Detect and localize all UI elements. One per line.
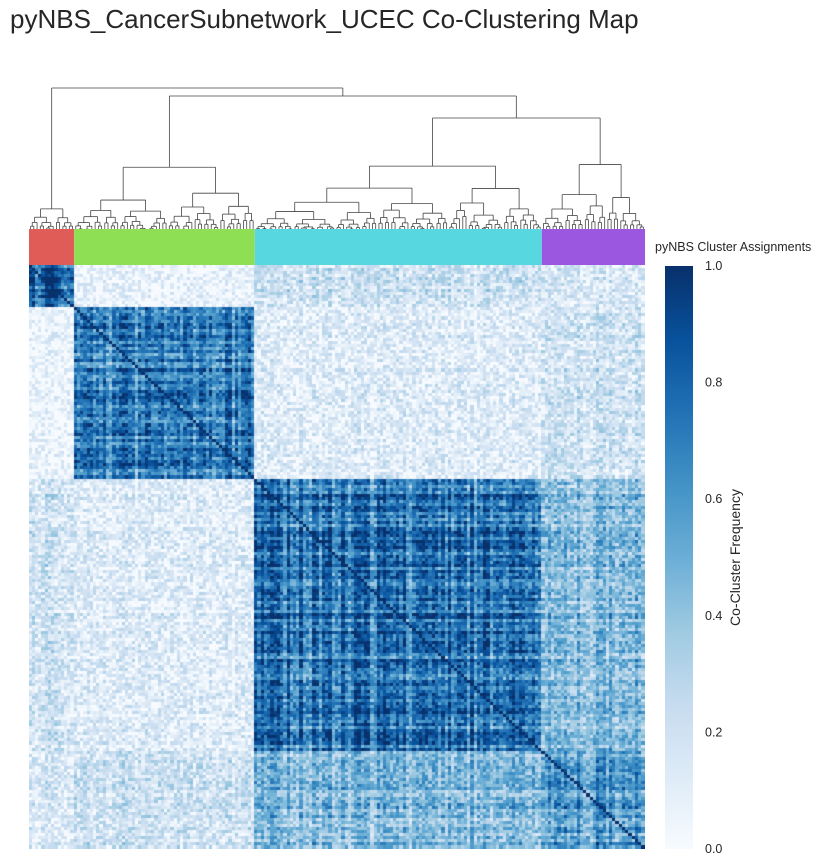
colorbar-tick-label: 0.4 — [705, 609, 722, 623]
cluster-bar-segment-3 — [254, 229, 542, 265]
cluster-bar-segment-2 — [74, 229, 255, 265]
heatmap-cells — [29, 265, 645, 849]
colorbar-label: Co-Cluster Frequency — [727, 489, 743, 626]
cluster-bar-segment-4 — [541, 229, 645, 265]
colorbar-tick-label: 0.6 — [705, 492, 722, 506]
colorbar-tick-label: 0.8 — [705, 376, 722, 390]
colorbar-tick-label: 0.0 — [705, 842, 722, 856]
chart-title: pyNBS_CancerSubnetwork_UCEC Co-Clusterin… — [10, 4, 639, 34]
co-clustering-heatmap — [29, 265, 645, 849]
cluster-assignment-bar — [29, 229, 645, 265]
colorbar-ticks: 0.0 0.2 0.4 0.6 0.8 1.0 — [705, 259, 722, 856]
colorbar-tick-label: 1.0 — [705, 259, 722, 273]
colorbar-gradient — [665, 266, 693, 849]
cluster-legend-label: pyNBS Cluster Assignments — [655, 240, 812, 254]
colorbar-tick-label: 0.2 — [705, 725, 722, 739]
column-dendrogram — [30, 87, 644, 231]
cluster-bar-segment-1 — [29, 229, 75, 265]
colorbar — [665, 266, 693, 849]
